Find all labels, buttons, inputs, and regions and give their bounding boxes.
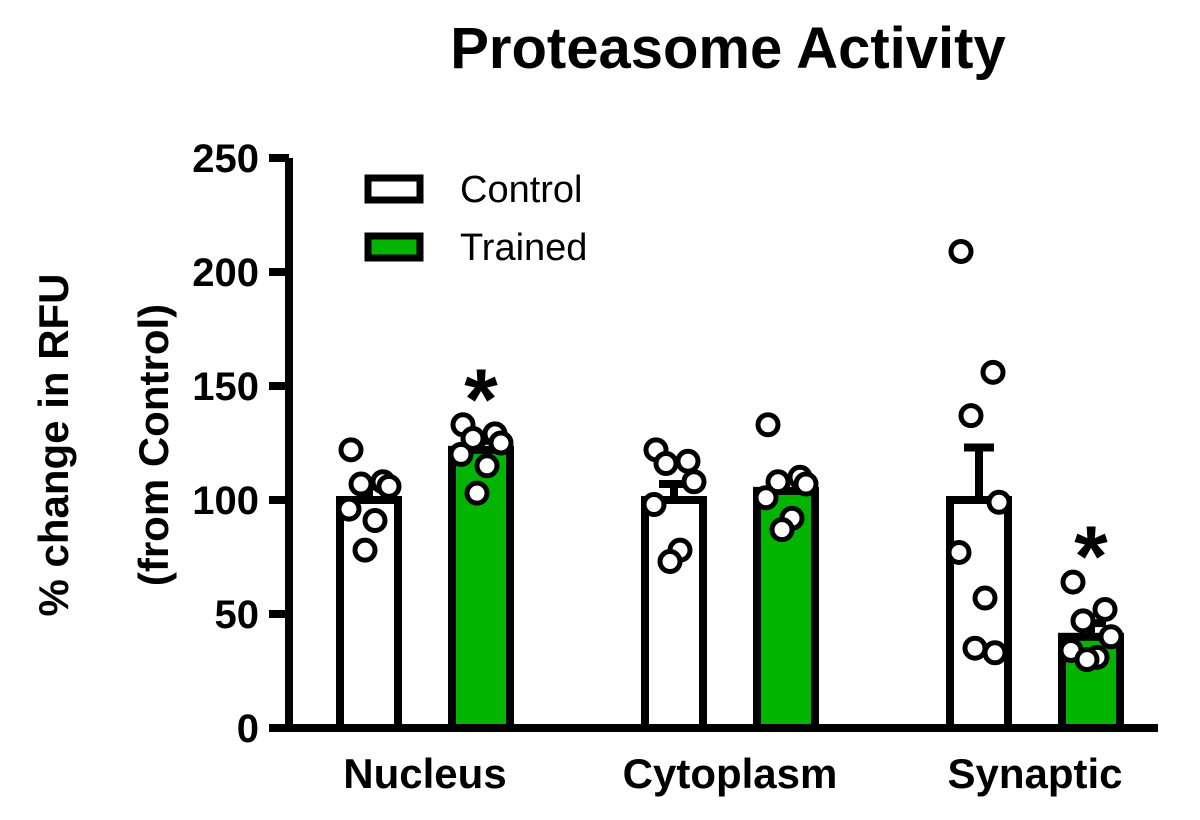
y-tick-label: 250	[192, 137, 259, 181]
data-point	[986, 489, 1012, 515]
data-point	[793, 471, 819, 497]
data-point	[460, 425, 486, 451]
x-category-label: Synaptic	[947, 750, 1122, 797]
data-point	[765, 469, 791, 495]
data-point	[972, 585, 998, 611]
y-tick-label: 0	[237, 707, 259, 751]
data-point	[958, 403, 984, 429]
data-point	[948, 238, 974, 264]
data-point	[362, 508, 388, 534]
y-axis-label-line-1: % change in RFU	[30, 273, 77, 616]
data-point	[653, 451, 679, 477]
y-tick-label: 200	[192, 251, 259, 295]
data-point	[962, 635, 988, 661]
y-axis-label: % change in RFU (from Control)	[30, 273, 177, 616]
legend-swatch	[364, 232, 424, 262]
data-point	[336, 496, 362, 522]
y-tick-label: 150	[192, 365, 259, 409]
data-point	[1098, 624, 1124, 650]
data-point	[675, 448, 701, 474]
data-point	[1070, 608, 1096, 634]
data-point	[488, 430, 514, 456]
data-point	[681, 469, 707, 495]
data-point	[338, 437, 364, 463]
data-point	[352, 537, 378, 563]
plot-area: 0 50 100 150 200 250 Nucleus Cytoplasm Synaptic *…	[192, 137, 1158, 797]
data-point	[755, 412, 781, 438]
significance-star: *	[1074, 509, 1108, 605]
data-point	[641, 492, 667, 518]
data-point	[1074, 647, 1100, 673]
data-point	[448, 441, 474, 467]
data-point	[376, 473, 402, 499]
legend-swatch	[364, 174, 424, 204]
data-point	[980, 359, 1006, 385]
data-point	[464, 480, 490, 506]
bar-control	[336, 496, 402, 732]
legend-label: Control	[460, 169, 583, 211]
y-tick-label: 50	[215, 593, 260, 637]
y-axis-label-line-2: (from Control)	[130, 304, 177, 586]
bar-control	[946, 496, 1012, 732]
data-point	[657, 549, 683, 575]
data-point	[753, 485, 779, 511]
legend-label: Trained	[460, 227, 587, 269]
chart-title: Proteasome Activity	[450, 16, 1006, 81]
data-point	[946, 539, 972, 565]
y-tick-label: 100	[192, 479, 259, 523]
bar-control	[641, 496, 707, 732]
data-point	[474, 453, 500, 479]
x-category-label: Nucleus	[343, 750, 506, 797]
x-category-label: Cytoplasm	[623, 750, 838, 797]
data-point	[1060, 569, 1086, 595]
data-point	[348, 471, 374, 497]
significance-star: *	[464, 352, 498, 448]
data-point	[769, 517, 795, 543]
data-point	[982, 640, 1008, 666]
data-point	[1092, 596, 1118, 622]
